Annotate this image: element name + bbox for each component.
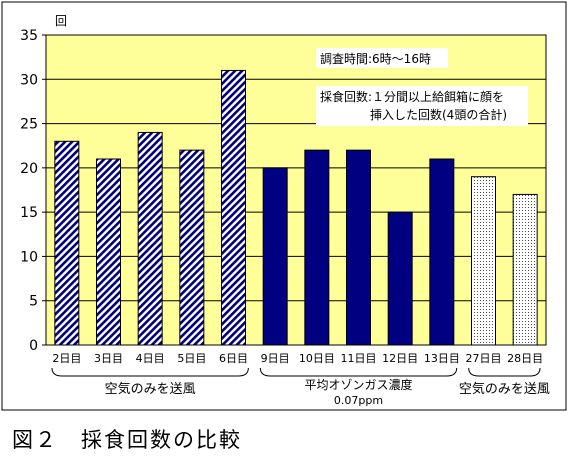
definition-box [316,86,528,126]
bar [137,131,163,346]
group-bracket [259,367,458,377]
group-label: 平均オゾンガス濃度 [304,377,412,392]
group-label: 空気のみを送風 [459,381,550,397]
x-tick-label: 10日目 [299,352,335,365]
group-bracket [468,367,541,377]
y-axis: 0 5 10 15 20 25 30 35 [20,28,46,354]
hours-box [316,48,448,68]
x-tick-label: 4日目 [136,352,165,365]
y-tick-label: 15 [20,205,38,221]
x-tick-label: 12日目 [382,352,418,365]
bar [96,158,121,346]
x-tick-label: 11日目 [341,352,377,365]
x-tick-label: 2日目 [52,352,81,365]
bar [221,69,246,346]
x-tick-label: 5日目 [177,352,206,365]
bar [429,158,455,346]
bar [262,167,288,346]
definition-annotation-line2: 挿入した回数(4頭の合計) [370,107,507,122]
bar [471,176,496,346]
bar [54,140,80,346]
bar [387,211,413,346]
x-axis: 2日目 3日目 4日目 5日目 6日目 9日目 10日目 11日目 12日目 13日目 27日目 28… [52,352,543,365]
bar [512,193,538,346]
group-brackets: 空気のみを送風 平均オゾンガス濃度 0.07ppm 空気のみを送風 [51,367,550,407]
group-label: 空気のみを送風 [105,381,196,397]
y-tick-label: 25 [20,117,38,133]
bar [304,149,330,346]
bar [346,149,371,346]
x-tick-label: 3日目 [94,352,123,365]
y-unit-label: 回 [55,14,67,28]
definition-annotation-line1: 採食回数:１分間以上給餌箱に顔を [320,89,504,104]
group-bracket [51,367,249,377]
y-tick-label: 20 [20,161,38,177]
x-tick-label: 27日目 [466,352,502,365]
bar [179,149,205,346]
x-tick-label: 28日目 [507,352,543,365]
x-tick-label: 13日目 [424,352,460,365]
y-tick-label: 30 [20,72,38,88]
group-sublabel: 0.07ppm [334,394,383,407]
x-tick-label: 6日目 [219,352,248,365]
hours-annotation: 調査時間:6時～16時 [320,52,431,66]
figure-caption: 図２ 採食回数の比較 [12,428,242,452]
y-tick-label: 10 [20,249,38,265]
y-tick-label: 5 [29,294,38,310]
x-tick-label: 9日目 [261,352,290,365]
y-tick-label: 35 [20,28,38,44]
bar-series [54,69,538,346]
y-tick-label: 0 [29,338,38,354]
